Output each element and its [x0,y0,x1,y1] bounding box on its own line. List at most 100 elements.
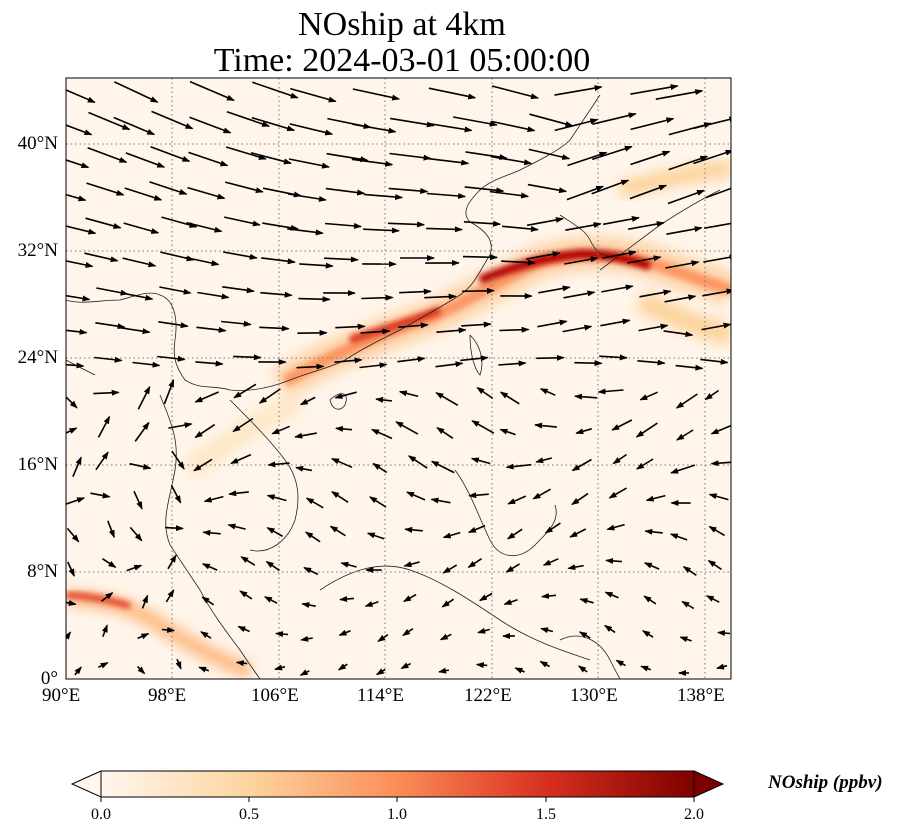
wind-arrow [188,151,229,167]
colorbar-label: NOship (ppbv) [768,772,883,793]
wind-arrow [693,149,731,165]
wind-arrow [675,364,704,371]
wind-arrow [406,491,426,501]
wind-arrow [252,81,299,99]
wind-arrow [235,660,248,667]
wind-arrow [66,631,72,640]
wind-arrow [86,182,125,196]
wind-arrow [693,116,731,130]
wind-arrow [526,251,561,260]
wind-arrow [129,526,143,542]
wind-arrow [261,257,296,265]
wind-arrow [574,393,598,400]
wind-arrow [453,116,498,127]
wind-arrow [499,326,530,333]
wind-arrow [294,432,317,439]
wind-arrow [159,286,192,295]
wind-arrow [186,221,223,233]
wind-arrow [464,186,505,194]
wind-arrow [114,81,159,103]
colorbar-tick-2: 2.0 [684,806,704,823]
wind-arrow [359,362,388,369]
wind-arrow [329,525,346,537]
wind-arrow [305,531,321,543]
wind-arrow [601,284,634,293]
wind-arrow [290,87,337,103]
wind-arrow [90,492,111,499]
wind-arrow [200,631,212,639]
wind-arrow [66,294,91,302]
wind-arrow [554,118,599,132]
wind-arrow [567,151,608,167]
wind-arrow [185,256,220,266]
wind-arrow [363,193,404,201]
wind-arrow [66,395,78,409]
wind-arrow [528,148,571,160]
wind-arrow [93,389,120,396]
wind-arrow [193,458,213,472]
wind-arrow [340,561,357,568]
wind-arrow [296,363,325,370]
wind-arrow [628,221,665,230]
wind-arrow [407,455,428,469]
lon-tick-98e: 98°E [148,685,187,706]
wind-arrow [597,388,624,395]
wind-arrow [275,631,289,638]
wind-arrow [606,523,625,531]
wind-arrow [502,225,539,233]
wind-arrow [352,88,401,101]
wind-arrow [87,147,128,163]
wind-arrow [203,495,224,503]
wind-arrow [439,633,452,641]
wind-arrow [615,659,626,667]
lon-tick-138e: 138°E [677,685,725,706]
wind-arrow [232,417,254,433]
wind-arrow [123,222,160,234]
wind-arrow [604,624,616,634]
wind-arrow [428,87,477,100]
wind-arrow [66,89,96,104]
wind-arrow [72,456,82,478]
wind-arrow [233,383,257,399]
wind-arrow [565,222,602,231]
wind-arrow [574,360,603,367]
wind-arrow [337,663,348,671]
wind-arrow [141,594,149,609]
wind-arrow [640,665,652,672]
wind-arrow [503,598,518,606]
wind-arrow [667,189,705,205]
wind-arrow [334,357,363,364]
map-frame [65,77,732,680]
wind-arrow [225,146,267,160]
wind-arrow [705,187,731,199]
wind-arrow [66,600,77,606]
wind-arrow [668,155,709,171]
wind-arrow [663,330,694,338]
wind-arrow [571,458,592,472]
wind-arrow [489,190,530,199]
wind-arrow [577,665,588,673]
wind-arrow [66,497,86,505]
wind-arrow [541,593,557,599]
wind-arrow [101,624,108,637]
wind-arrow [539,660,550,668]
wind-arrow [526,217,564,227]
wind-arrow [467,558,483,568]
wind-arrow [85,217,122,229]
wind-arrow [352,123,397,134]
wind-arrow [499,391,520,405]
wind-arrow [339,596,354,602]
wind-arrow [84,252,119,263]
wind-arrow [132,361,161,368]
wind-arrow [602,250,637,259]
wind-arrow [335,425,353,432]
wind-arrow [133,490,143,510]
wind-arrow [301,602,316,608]
wind-arrow [101,592,114,602]
wind-arrow [462,287,495,294]
wind-arrow [295,465,313,472]
wind-arrow [638,323,669,332]
wind-arrow [397,356,426,363]
lon-tick-122e: 122°E [464,685,512,706]
wind-arrow [262,222,299,231]
